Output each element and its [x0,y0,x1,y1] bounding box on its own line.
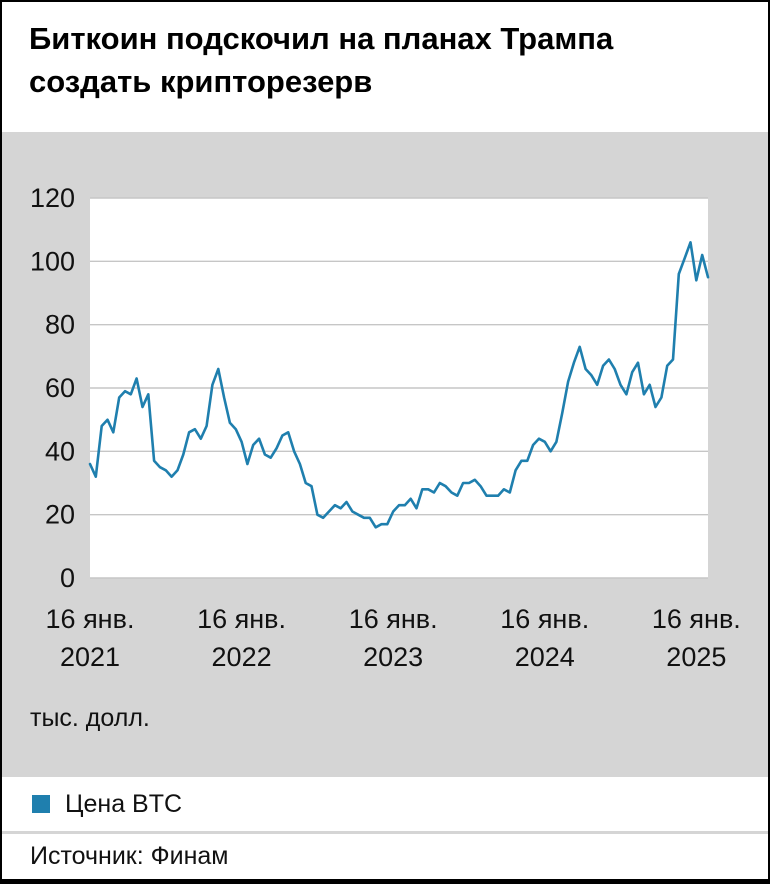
x-tick-label-year: 2025 [666,642,726,672]
x-tick-label-date: 16 янв. [652,604,741,634]
x-tick-label-date: 16 янв. [500,604,589,634]
y-tick-label: 80 [45,310,75,340]
source-bar: Источник: Финам [2,834,768,879]
x-tick-label-year: 2023 [363,642,423,672]
source-label: Источник: Финам [30,842,229,870]
y-tick-label: 20 [45,500,75,530]
page-title-line1: Биткоин подскочил на планах Трампа [29,21,614,56]
legend-bar: Цена BTC [2,777,768,831]
x-tick-label-date: 16 янв. [46,604,135,634]
y-tick-label: 60 [45,373,75,403]
x-tick-label-year: 2021 [60,642,120,672]
legend-swatch-icon [32,795,50,813]
y-tick-label: 40 [45,436,75,466]
page-title: Биткоин подскочил на планах Трампа созда… [29,18,744,104]
title-bar: Биткоин подскочил на планах Трампа созда… [2,2,768,132]
x-tick-label-year: 2022 [212,642,272,672]
y-tick-label: 100 [30,246,75,276]
x-tick-label-date: 16 янв. [197,604,286,634]
legend-label: Цена BTC [65,789,183,818]
y-axis-unit-label: тыс. долл. [30,704,150,732]
btc-price-chart: 0 20 40 60 80 100 120 16 янв. 2021 16 янв. 2022 16 … [30,183,741,672]
x-tick-label-year: 2024 [515,642,575,672]
y-tick-label: 120 [30,183,75,213]
page-title-line2: создать крипторезерв [29,63,373,99]
y-tick-label: 0 [60,563,75,593]
btc-price-line [88,241,710,529]
x-tick-label-date: 16 янв. [349,604,438,634]
